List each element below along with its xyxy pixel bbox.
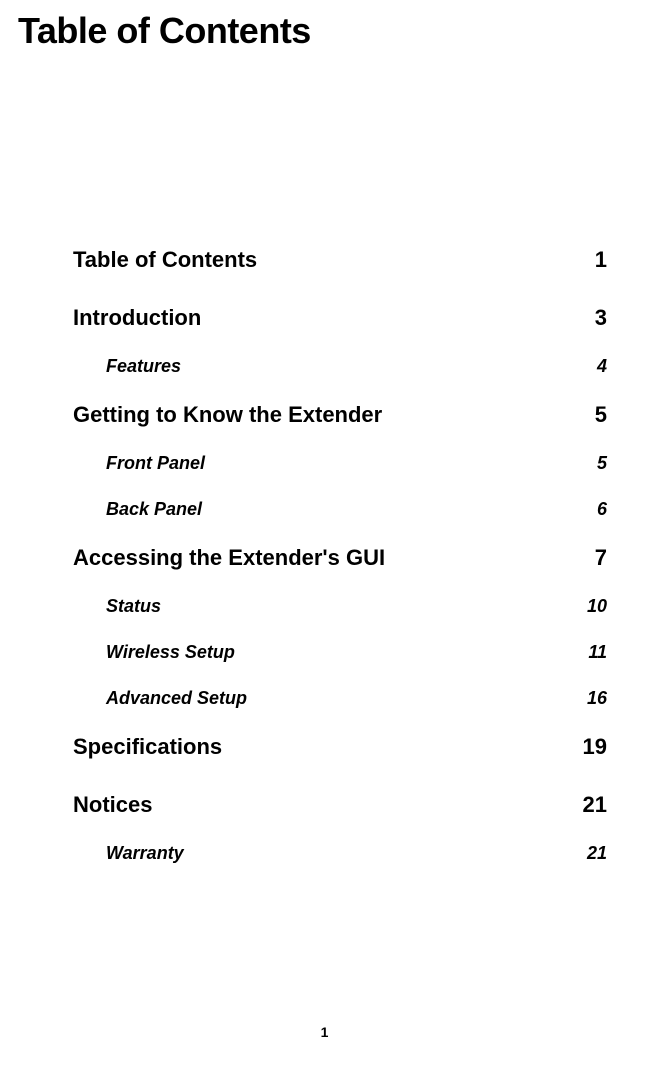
toc-section-title: Specifications: [73, 734, 567, 760]
toc-section: Notices 21: [73, 792, 607, 818]
toc-subsection: Warranty 21: [73, 843, 607, 864]
page-number: 1: [0, 1024, 649, 1040]
toc-subsection-title: Status: [106, 596, 567, 617]
toc-section: Accessing the Extender's GUI 7: [73, 545, 607, 571]
toc-subsection: Front Panel 5: [73, 453, 607, 474]
toc-subsection-page: 6: [567, 499, 607, 520]
toc-section: Specifications 19: [73, 734, 607, 760]
toc-subsection-title: Front Panel: [106, 453, 567, 474]
toc-section: Table of Contents 1: [73, 247, 607, 273]
toc-section-title: Notices: [73, 792, 567, 818]
toc-section-title: Table of Contents: [73, 247, 567, 273]
toc-section-page: 1: [567, 247, 607, 273]
toc-subsection: Advanced Setup 16: [73, 688, 607, 709]
toc-subsection-page: 10: [567, 596, 607, 617]
toc-subsection-title: Back Panel: [106, 499, 567, 520]
toc-subsection-title: Features: [106, 356, 567, 377]
toc-subsection: Back Panel 6: [73, 499, 607, 520]
toc-subsection-title: Advanced Setup: [106, 688, 567, 709]
toc-subsection: Status 10: [73, 596, 607, 617]
page-title: Table of Contents: [0, 0, 649, 52]
toc-section-title: Getting to Know the Extender: [73, 402, 567, 428]
toc-section: Introduction 3: [73, 305, 607, 331]
toc-section-title: Introduction: [73, 305, 567, 331]
toc-section-page: 5: [567, 402, 607, 428]
toc-subsection-page: 4: [567, 356, 607, 377]
toc-section-page: 3: [567, 305, 607, 331]
toc-subsection-page: 21: [567, 843, 607, 864]
toc-subsection-page: 5: [567, 453, 607, 474]
toc-subsection-page: 11: [567, 642, 607, 663]
toc-subsection-page: 16: [567, 688, 607, 709]
toc-section-page: 7: [567, 545, 607, 571]
toc-section-page: 19: [567, 734, 607, 760]
toc-container: Table of Contents 1 Introduction 3 Featu…: [0, 52, 649, 864]
toc-section-page: 21: [567, 792, 607, 818]
toc-subsection-title: Wireless Setup: [106, 642, 567, 663]
toc-section-title: Accessing the Extender's GUI: [73, 545, 567, 571]
toc-subsection: Features 4: [73, 356, 607, 377]
toc-subsection: Wireless Setup 11: [73, 642, 607, 663]
toc-subsection-title: Warranty: [106, 843, 567, 864]
toc-section: Getting to Know the Extender 5: [73, 402, 607, 428]
